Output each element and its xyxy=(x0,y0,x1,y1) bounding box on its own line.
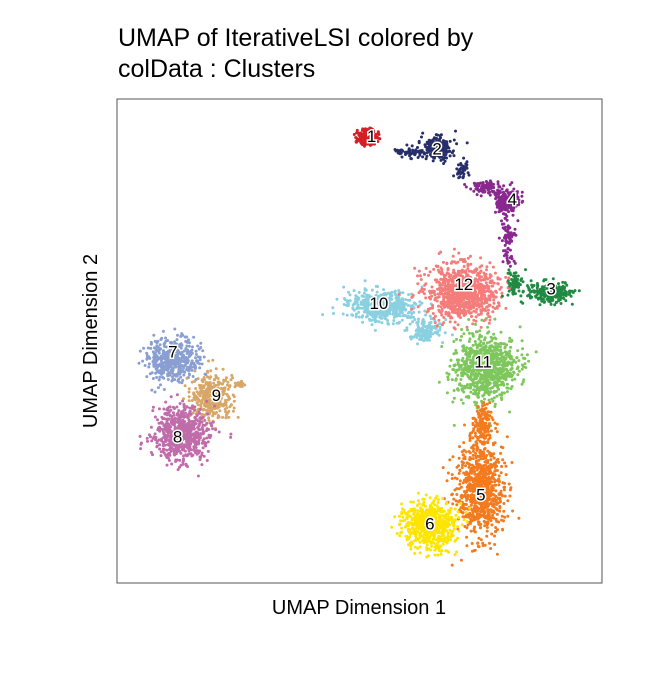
cluster-8-points xyxy=(138,393,233,478)
scatter-points xyxy=(137,126,581,567)
cluster-1-points xyxy=(352,126,382,148)
cluster-label-2: 2 xyxy=(432,139,441,158)
cluster-label-4: 4 xyxy=(508,190,517,209)
cluster-12-points xyxy=(397,247,514,334)
cluster-2-points xyxy=(393,129,471,180)
cluster-10-points xyxy=(321,279,454,346)
cluster-9-points xyxy=(182,358,247,432)
cluster-label-1: 1 xyxy=(367,127,376,146)
cluster-5-points xyxy=(441,401,521,567)
cluster-4-points xyxy=(463,179,525,268)
cluster-label-11: 11 xyxy=(474,352,492,371)
x-axis-label: UMAP Dimension 1 xyxy=(272,597,446,619)
cluster-label-5: 5 xyxy=(476,485,485,504)
cluster-7-points xyxy=(137,327,208,394)
cluster-label-8: 8 xyxy=(173,427,182,446)
cluster-label-3: 3 xyxy=(546,280,555,299)
cluster-label-6: 6 xyxy=(425,514,434,533)
plot-panel-border xyxy=(116,98,603,584)
cluster-label-12: 12 xyxy=(454,275,473,294)
chart-title-line-2: colData : Clusters xyxy=(118,55,315,83)
cluster-label-7: 7 xyxy=(168,343,177,362)
cluster-3-points xyxy=(500,268,581,307)
cluster-label-9: 9 xyxy=(212,386,221,405)
chart-title-line-1: UMAP of IterativeLSI colored by xyxy=(118,24,474,52)
cluster-6-points xyxy=(390,491,471,559)
cluster-11-points xyxy=(437,317,538,428)
cluster-label-10: 10 xyxy=(369,294,388,313)
y-axis-label: UMAP Dimension 2 xyxy=(80,254,102,428)
